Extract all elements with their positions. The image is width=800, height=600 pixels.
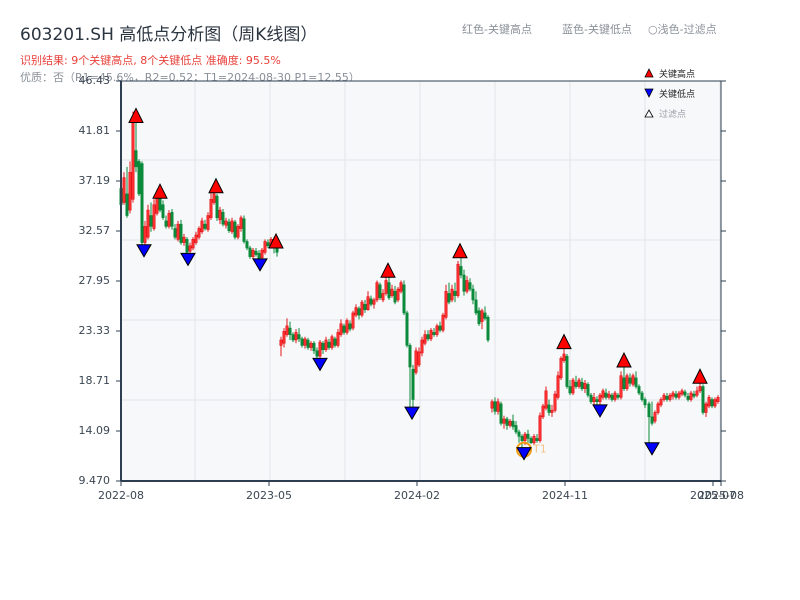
y-tick-label: 32.57 bbox=[78, 224, 111, 237]
x-tick-label: 2025-07 bbox=[690, 489, 736, 502]
top-legend-red: 红色-关键高点 bbox=[462, 23, 532, 36]
y-tick-label: 23.33 bbox=[78, 324, 111, 337]
y-tick-label: 18.71 bbox=[78, 374, 111, 387]
top-legend-light: ○浅色-过滤点 bbox=[648, 23, 717, 36]
x-tick-label: 2022-08 bbox=[98, 489, 144, 502]
chart-title: 603201.SH 高低点分析图（周K线图） bbox=[20, 25, 318, 45]
y-tick-label: 41.81 bbox=[78, 124, 111, 137]
key-point-markers: T1 bbox=[128, 107, 708, 461]
top-legend-blue: 蓝色-关键低点 bbox=[562, 23, 632, 36]
axes bbox=[116, 80, 726, 486]
legend-item-key-low: 关键低点 bbox=[644, 83, 695, 103]
y-tick-label: 9.470 bbox=[78, 474, 111, 487]
y-tick-label: 46.43 bbox=[78, 74, 111, 87]
x-tick-label: 2023-05 bbox=[246, 489, 292, 502]
plot-area bbox=[121, 81, 721, 481]
y-tick-label: 27.95 bbox=[78, 274, 111, 287]
triangle-up-hollow-icon bbox=[644, 109, 654, 118]
result-summary: 识别结果: 9个关键高点, 8个关键低点 准确度: 95.5% bbox=[20, 54, 281, 67]
y-tick-label: 14.09 bbox=[78, 424, 111, 437]
x-tick-label: 2024-02 bbox=[394, 489, 440, 502]
svg-text:T1: T1 bbox=[532, 443, 547, 456]
chart-legend: 关键高点 关键低点 过滤点 bbox=[644, 63, 695, 123]
legend-item-key-high: 关键高点 bbox=[644, 63, 695, 83]
legend-item-filtered: 过滤点 bbox=[644, 103, 695, 123]
candles bbox=[119, 111, 720, 448]
grid-lines bbox=[121, 81, 721, 481]
triangle-up-icon bbox=[644, 68, 654, 78]
triangle-down-icon bbox=[644, 88, 654, 98]
x-tick-label: 2025-08 bbox=[698, 489, 744, 502]
x-tick-label: 2024-11 bbox=[542, 489, 588, 502]
y-tick-label: 37.19 bbox=[78, 174, 111, 187]
